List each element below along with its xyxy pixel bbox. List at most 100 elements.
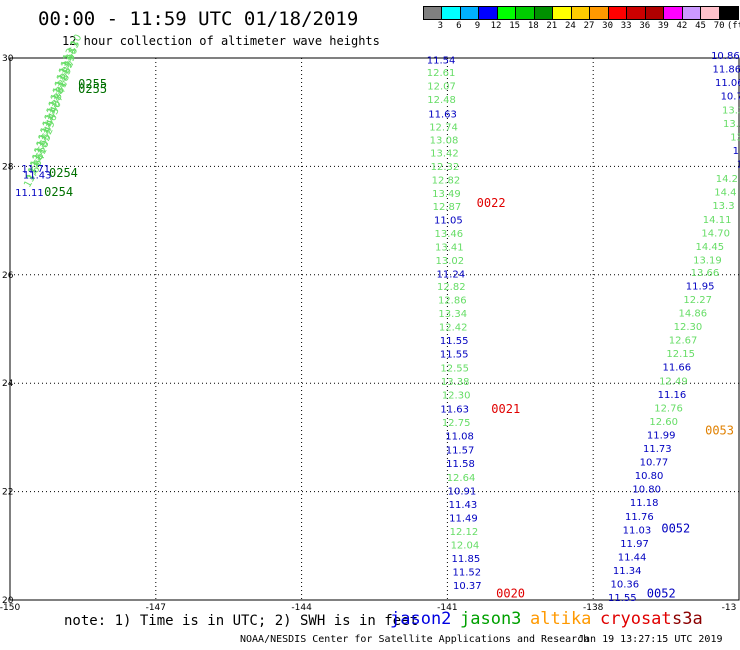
swh-value: 11.57: [446, 446, 475, 457]
legend-swatch: [534, 7, 554, 19]
swh-value: 10.80: [632, 485, 661, 496]
swh-value: 13.08: [430, 136, 459, 147]
legend-swatch: [460, 7, 480, 19]
swh-value: 10.36: [610, 580, 639, 591]
lon-tick-label: -138: [583, 603, 604, 613]
swh-value: 14.4: [714, 188, 736, 199]
legend-swatch: [497, 7, 517, 19]
lon-tick-label: -144: [291, 603, 312, 613]
swh-value: 11.49: [449, 513, 478, 524]
satellite-legend-s3a: s3a: [672, 609, 703, 629]
swh-value: 11.08: [445, 432, 474, 443]
legend-swatch: [701, 7, 720, 19]
swh-value: 12.87: [433, 202, 462, 213]
swh-value: 11.43: [449, 500, 478, 511]
swh-value: 12.67: [669, 336, 698, 347]
legend-swatch: [682, 7, 702, 19]
lon-tick-label: -150: [0, 603, 20, 613]
credit-line: NOAA/NESDIS Center for Satellite Applica…: [240, 634, 590, 645]
lon-tick-label: -141: [437, 603, 457, 613]
swh-value: 13.41: [435, 242, 464, 253]
swh-value: 12.55: [440, 363, 469, 374]
swh-value: 13: [730, 132, 740, 143]
swh-value: 12.32: [431, 162, 460, 173]
page-subtitle: 12 hour collection of altimeter wave hei…: [62, 34, 380, 48]
legend-swatch: [645, 7, 665, 19]
swh-value: 13.38: [441, 377, 470, 388]
lat-tick-label: 26: [2, 271, 14, 281]
swh-value: 14.86: [679, 309, 708, 320]
legend-label: 30: [602, 21, 613, 31]
swh-value: 12.04: [451, 541, 480, 552]
legend-label: 15: [509, 21, 521, 31]
swh-value: 11.16: [658, 390, 687, 401]
legend-label: 70: [713, 21, 725, 31]
legend-label: 45: [695, 21, 706, 31]
swh-value: 10.77: [640, 458, 669, 469]
satellite-legend-altika: altika: [530, 609, 592, 629]
swh-value: 11.52: [453, 568, 482, 579]
swh-value: 13.02: [436, 256, 465, 267]
swh-value: 11.34: [613, 566, 642, 577]
pass-time-label: 0254: [49, 166, 78, 180]
satellite-legend-jason3: jason3: [460, 609, 522, 629]
track-right: 10.8611.8611.0610.713.313.51311114.214.4…: [608, 51, 740, 604]
generated-timestamp: Jan 19 13:27:15 UTC 2019: [578, 634, 723, 645]
pass-time-label: 0255: [78, 82, 107, 96]
swh-value: 12.74: [429, 123, 458, 134]
legend-label: 36: [639, 21, 651, 31]
swh-value: 12.76: [654, 403, 683, 414]
swh-value: 11.44: [618, 552, 647, 563]
swh-value: 11.58: [446, 459, 475, 470]
legend-swatch: [627, 7, 646, 19]
page-title: 00:00 - 11:59 UTC 01/18/2019: [38, 8, 359, 30]
footer-note: note: 1) Time is in UTC; 2) SWH is in fe…: [64, 613, 419, 629]
swh-value: 12.07: [427, 81, 456, 92]
swh-value: 11.73: [643, 444, 672, 455]
legend-swatch: [719, 7, 738, 19]
swh-value: 12.15: [666, 349, 695, 360]
swh-value: 11.85: [452, 554, 481, 565]
swh-value: 12.82: [432, 176, 461, 187]
legend-swatch: [516, 7, 535, 19]
swh-value: 13.19: [693, 255, 722, 266]
swh-value: 10.91: [448, 486, 477, 497]
legend-label: (ft): [726, 21, 740, 31]
legend-swatch: [442, 7, 461, 19]
lon-tick-label: -13: [722, 603, 737, 613]
legend-label: 3: [437, 21, 443, 31]
legend-swatch: [590, 7, 609, 19]
pass-time-label: 0022: [477, 196, 506, 210]
swh-value: 11.03: [623, 525, 652, 536]
swh-value: 11.71: [21, 164, 50, 175]
swh-value: 12.49: [659, 376, 688, 387]
swh-value: 11.63: [440, 404, 469, 415]
swh-value: 14.45: [696, 242, 725, 253]
swh-value: 11.86: [713, 65, 740, 76]
satellite-legend-jason2: jason2: [390, 609, 452, 629]
swh-value: 1: [737, 159, 740, 170]
swh-value: 14.70: [701, 228, 730, 239]
swh-value: 13.5: [723, 119, 740, 130]
lat-tick-label: 22: [2, 488, 13, 498]
swh-value: 11.55: [440, 336, 469, 347]
swh-value: 12.75: [442, 418, 471, 429]
legend-label: 6: [456, 21, 462, 31]
swh-value: 11.18: [630, 498, 659, 509]
swh-value: 13.66: [691, 268, 720, 279]
swh-value: 12.61: [427, 68, 456, 79]
pass-time-label: 0020: [496, 586, 525, 600]
swh-value: 12.60: [649, 417, 678, 428]
legend-label: 9: [474, 21, 481, 31]
swh-value: 11.55: [440, 350, 469, 361]
legend-swatch: [479, 7, 498, 19]
swh-value: 10.86: [711, 51, 740, 62]
swh-value: 12.48: [427, 95, 456, 106]
track-middle: 11.54 12.61 12.07 12.48 11.63 12.74 13.08 13.42…: [427, 55, 525, 600]
swh-value: 11.63: [428, 110, 457, 121]
swh-value: 11.66: [662, 363, 691, 374]
pass-time-label: 0052: [661, 521, 690, 535]
pass-time-label: 0021: [491, 402, 520, 416]
swh-value: 10.80: [635, 471, 664, 482]
swh-value: 11: [733, 146, 740, 157]
